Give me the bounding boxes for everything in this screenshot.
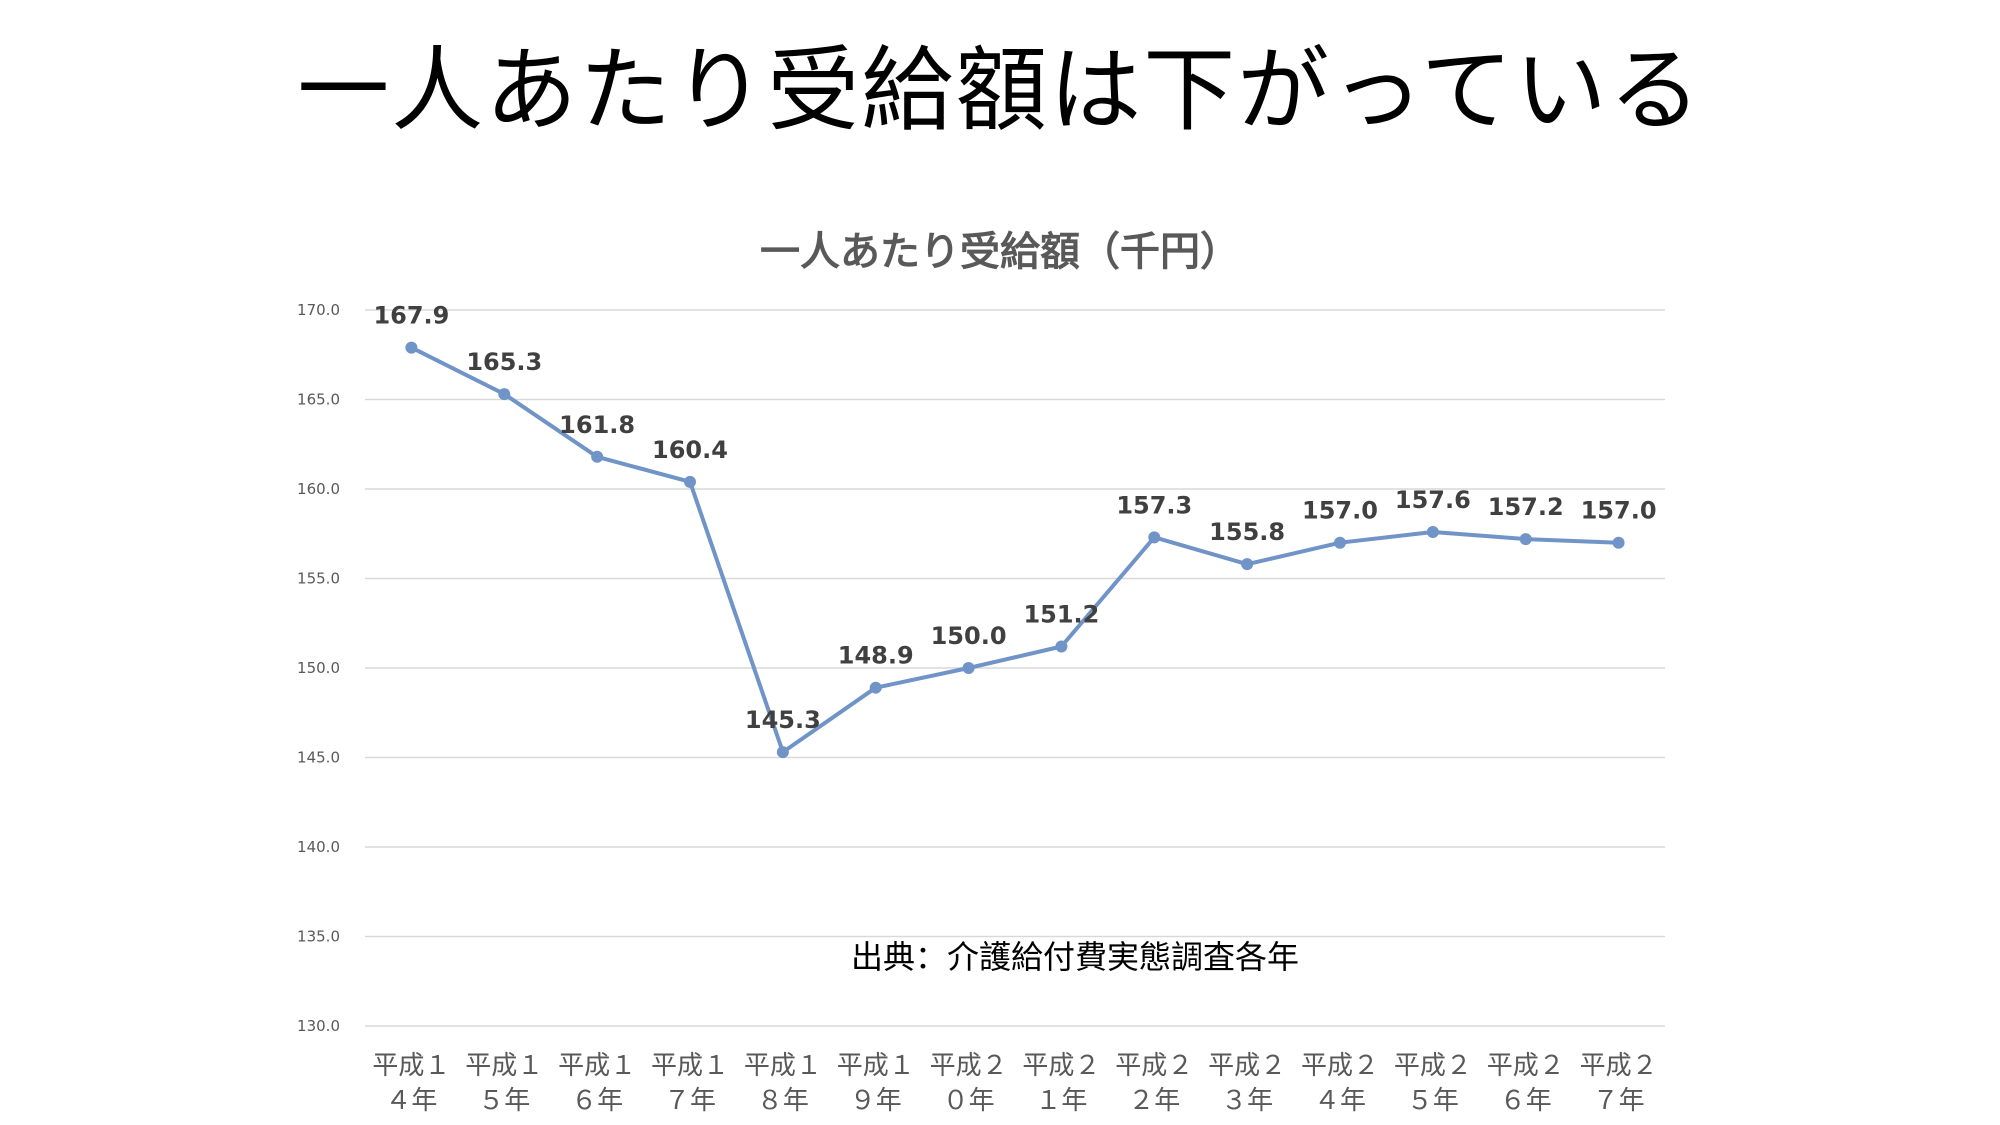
data-point bbox=[498, 388, 511, 401]
x-tick-label: 平成１５年 bbox=[465, 1051, 543, 1116]
data-point bbox=[1612, 536, 1625, 549]
data-point bbox=[1241, 558, 1254, 571]
data-point bbox=[1426, 525, 1439, 538]
y-tick-label: 155.0 bbox=[297, 570, 340, 588]
x-tick-label: 平成１６年 bbox=[558, 1051, 636, 1116]
data-label: 157.3 bbox=[1116, 491, 1192, 519]
y-tick-label: 130.0 bbox=[297, 1017, 340, 1035]
data-label: 157.0 bbox=[1302, 497, 1378, 525]
data-point bbox=[1148, 531, 1161, 544]
data-label: 150.0 bbox=[931, 622, 1007, 650]
x-tick-label: 平成２６年 bbox=[1487, 1051, 1565, 1116]
data-point bbox=[591, 450, 604, 463]
y-tick-label: 140.0 bbox=[297, 838, 340, 856]
x-tick-label: 平成２２年 bbox=[1115, 1051, 1193, 1116]
x-tick-label: 平成２５年 bbox=[1394, 1051, 1472, 1116]
data-label: 157.2 bbox=[1488, 493, 1564, 521]
chart-title: 一人あたり受給額（千円） bbox=[760, 229, 1240, 275]
y-tick-label: 160.0 bbox=[297, 480, 340, 498]
data-label: 157.6 bbox=[1395, 486, 1471, 514]
x-tick-label: 平成２４年 bbox=[1301, 1051, 1379, 1116]
data-point bbox=[962, 662, 975, 674]
x-tick-label: 平成１９年 bbox=[837, 1051, 915, 1116]
data-label: 148.9 bbox=[838, 642, 914, 670]
x-tick-label: 平成２０年 bbox=[930, 1051, 1008, 1116]
slide-title: 一人あたり受給額は下がっている bbox=[297, 37, 1703, 144]
data-label: 155.8 bbox=[1209, 518, 1285, 546]
x-tick-label: 平成２３年 bbox=[1208, 1051, 1286, 1116]
x-tick-label: 平成１４年 bbox=[372, 1051, 450, 1116]
data-label: 165.3 bbox=[466, 348, 542, 376]
data-label: 145.3 bbox=[745, 706, 821, 734]
y-tick-label: 165.0 bbox=[297, 391, 340, 409]
x-tick-label: 平成１８年 bbox=[744, 1051, 822, 1116]
y-axis-tick-labels: 130.0 135.0 140.0 145.0 150.0 155.0 160.0 165.0… bbox=[297, 301, 340, 1035]
y-tick-label: 135.0 bbox=[297, 928, 340, 946]
x-tick-label: 平成２７年 bbox=[1580, 1051, 1658, 1116]
data-label: 161.8 bbox=[559, 411, 635, 439]
data-point bbox=[1519, 533, 1532, 546]
x-tick-label: 平成２１年 bbox=[1022, 1051, 1100, 1116]
source-annotation: 出典：介護給付費実態調査各年 bbox=[851, 938, 1299, 976]
y-tick-label: 145.0 bbox=[297, 749, 340, 767]
data-point bbox=[405, 341, 418, 354]
series-line bbox=[410, 345, 1619, 755]
data-series bbox=[405, 341, 1625, 759]
y-tick-label: 150.0 bbox=[297, 659, 340, 677]
data-point bbox=[684, 475, 696, 488]
data-labels: 167.9 165.3 161.8 160.4 145.3 148.9 150.0 151.2… bbox=[373, 302, 1656, 735]
x-tick-label: 平成１７年 bbox=[651, 1051, 729, 1116]
data-point bbox=[776, 746, 789, 759]
data-point bbox=[1334, 536, 1346, 549]
data-label: 157.0 bbox=[1581, 497, 1657, 525]
data-label: 160.4 bbox=[652, 436, 728, 464]
data-label: 151.2 bbox=[1023, 601, 1099, 629]
gridlines bbox=[365, 309, 1665, 1027]
data-point bbox=[1055, 640, 1068, 653]
y-tick-label: 170.0 bbox=[297, 301, 340, 319]
data-point bbox=[869, 681, 882, 694]
data-label: 167.9 bbox=[373, 302, 449, 330]
x-axis-category-labels: 平成１４年平成１５年平成１６年平成１７年平成１８年平成１９年平成２０年平成２１年… bbox=[372, 1051, 1657, 1116]
